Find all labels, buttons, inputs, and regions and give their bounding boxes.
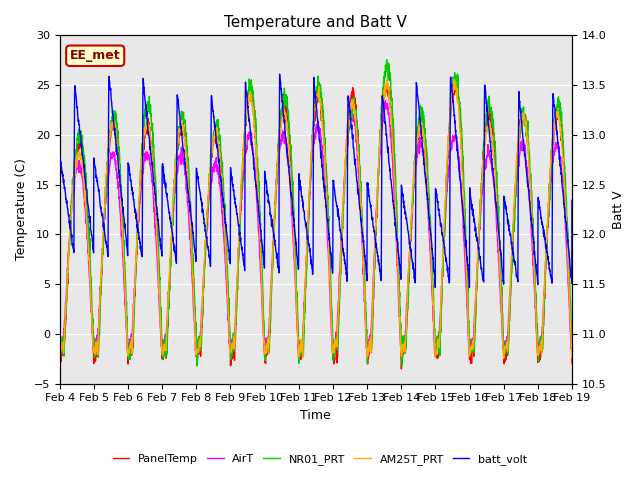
AirT — [228, 350, 236, 356]
Title: Temperature and Batt V: Temperature and Batt V — [225, 15, 407, 30]
NR01_PRT — [198, 307, 206, 312]
AirT — [524, 172, 531, 178]
NR01_PRT — [398, 363, 406, 369]
AM25T_PRT — [56, 348, 63, 354]
AirT — [56, 341, 63, 347]
PanelTemp — [538, 344, 545, 350]
AM25T_PRT — [198, 291, 206, 297]
Line: PanelTemp: PanelTemp — [60, 82, 572, 369]
NR01_PRT — [568, 342, 576, 348]
Legend: PanelTemp, AirT, NR01_PRT, AM25T_PRT, batt_volt: PanelTemp, AirT, NR01_PRT, AM25T_PRT, ba… — [108, 450, 532, 469]
AM25T_PRT — [568, 353, 576, 359]
PanelTemp — [524, 125, 531, 131]
batt_volt — [276, 71, 284, 77]
NR01_PRT — [56, 345, 63, 350]
PanelTemp — [56, 349, 63, 355]
AM25T_PRT — [500, 355, 508, 361]
batt_volt — [568, 197, 576, 203]
NR01_PRT — [524, 128, 531, 134]
batt_volt — [342, 265, 349, 271]
Text: EE_met: EE_met — [70, 49, 120, 62]
AM25T_PRT — [342, 168, 349, 173]
PanelTemp — [465, 331, 472, 336]
PanelTemp — [198, 316, 206, 322]
AirT — [342, 156, 349, 162]
AM25T_PRT — [330, 344, 338, 349]
AirT — [538, 344, 545, 350]
Y-axis label: Batt V: Batt V — [612, 190, 625, 229]
Y-axis label: Temperature (C): Temperature (C) — [15, 158, 28, 260]
batt_volt — [466, 285, 474, 290]
AM25T_PRT — [524, 133, 531, 139]
AirT — [198, 295, 206, 301]
Line: AM25T_PRT: AM25T_PRT — [60, 79, 572, 358]
PanelTemp — [451, 79, 459, 84]
NR01_PRT — [465, 318, 472, 324]
PanelTemp — [342, 159, 349, 165]
Line: AirT: AirT — [60, 100, 572, 353]
NR01_PRT — [342, 168, 349, 174]
AM25T_PRT — [538, 342, 545, 348]
batt_volt — [56, 153, 63, 159]
AirT — [331, 338, 339, 344]
AirT — [568, 341, 576, 347]
batt_volt — [331, 186, 339, 192]
batt_volt — [524, 175, 531, 180]
X-axis label: Time: Time — [300, 409, 331, 422]
PanelTemp — [330, 358, 338, 363]
NR01_PRT — [538, 340, 545, 346]
batt_volt — [198, 206, 206, 212]
AirT — [381, 97, 389, 103]
NR01_PRT — [330, 353, 338, 359]
batt_volt — [465, 272, 472, 278]
AirT — [465, 342, 472, 348]
PanelTemp — [397, 366, 405, 372]
batt_volt — [538, 215, 545, 220]
NR01_PRT — [383, 57, 390, 62]
AM25T_PRT — [450, 76, 458, 82]
PanelTemp — [568, 360, 576, 366]
Line: batt_volt: batt_volt — [60, 74, 572, 288]
AM25T_PRT — [465, 328, 472, 334]
Line: NR01_PRT: NR01_PRT — [60, 60, 572, 366]
